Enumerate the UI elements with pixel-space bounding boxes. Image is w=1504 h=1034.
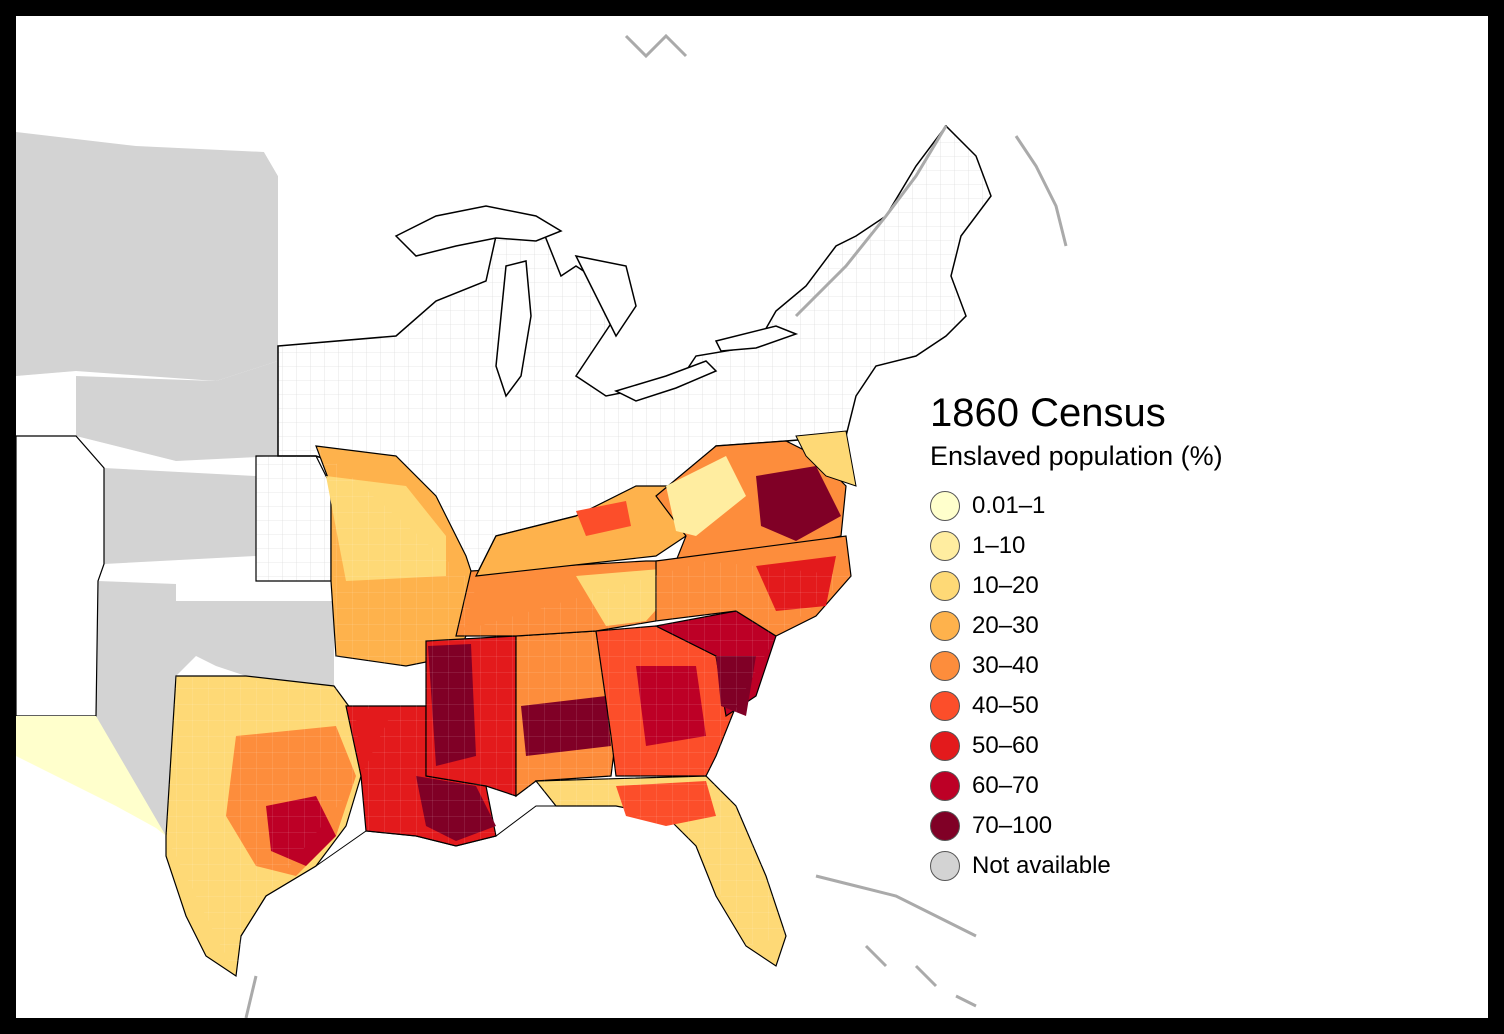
legend-items: 0.01–1 1–10 10–20 20–30 30–40 40–50 50–60 60–70… [930, 486, 1223, 886]
map-frame: 1860 Census Enslaved population (%) 0.01… [16, 16, 1488, 1018]
legend-item: 1–10 [930, 526, 1223, 566]
legend-label: 50–60 [972, 732, 1039, 759]
minnesota [264, 136, 411, 346]
free-states [16, 124, 992, 836]
legend-swatch [930, 851, 960, 881]
dakota-territory [16, 132, 278, 381]
western-virginia-light [666, 456, 746, 536]
legend-swatch [930, 811, 960, 841]
legend-label: 0.01–1 [972, 492, 1046, 519]
map-title: 1860 Census [930, 391, 1166, 435]
legend-item: 70–100 [930, 806, 1223, 846]
maryland-delaware [795, 430, 857, 487]
legend-swatch [930, 531, 960, 561]
st-lawrence [794, 125, 948, 318]
legend-label: 70–100 [972, 812, 1053, 839]
legend-label: 10–20 [972, 572, 1039, 599]
lake-erie [613, 360, 718, 402]
legend-label: 60–70 [972, 772, 1039, 799]
indian-territory [96, 581, 334, 836]
cuba-outline [815, 874, 977, 938]
legend-item: 20–30 [930, 606, 1223, 646]
kentucky-bluegrass [576, 501, 631, 536]
legend-swatch [930, 731, 960, 761]
lake-ontario [714, 325, 799, 352]
labrador-coast [624, 33, 688, 59]
legend-swatch [930, 571, 960, 601]
legend-item: 50–60 [930, 726, 1223, 766]
legend: 1860 Census Enslaved population (%) 0.01… [930, 390, 1223, 886]
legend-item: 30–40 [930, 646, 1223, 686]
nebraska-gray [76, 361, 278, 461]
lake-superior [394, 205, 563, 257]
texas-west-gray [16, 716, 166, 836]
legend-item: 0.01–1 [930, 486, 1223, 526]
gaspe-coast [1014, 135, 1068, 247]
lake-michigan [495, 260, 532, 398]
kansas-territory-west [104, 468, 256, 564]
legend-label: Not available [972, 852, 1111, 879]
legend-item: 60–70 [930, 766, 1223, 806]
map-subtitle: Enslaved population (%) [930, 441, 1223, 471]
legend-item: 10–20 [930, 566, 1223, 606]
lake-huron [574, 254, 637, 338]
water-features [240, 33, 1068, 1018]
virginia-tidewater [756, 466, 841, 541]
gulf-coastline [240, 805, 616, 937]
legend-item: Not available [930, 846, 1223, 886]
bahamas-outline [864, 944, 977, 1008]
legend-label: 20–30 [972, 612, 1039, 639]
legend-label: 1–10 [972, 532, 1026, 559]
legend-label: 30–40 [972, 652, 1039, 679]
legend-swatch [930, 491, 960, 521]
legend-swatch [930, 611, 960, 641]
legend-swatch [930, 691, 960, 721]
legend-item: 40–50 [930, 686, 1223, 726]
legend-swatch [930, 771, 960, 801]
legend-label: 40–50 [972, 692, 1039, 719]
legend-swatch [930, 651, 960, 681]
mexico-border [244, 975, 258, 1018]
west-tip [16, 435, 105, 717]
county-overlay [166, 446, 851, 976]
census-map [16, 33, 1068, 1018]
territories-not-available [16, 132, 334, 836]
kansas [255, 455, 332, 582]
